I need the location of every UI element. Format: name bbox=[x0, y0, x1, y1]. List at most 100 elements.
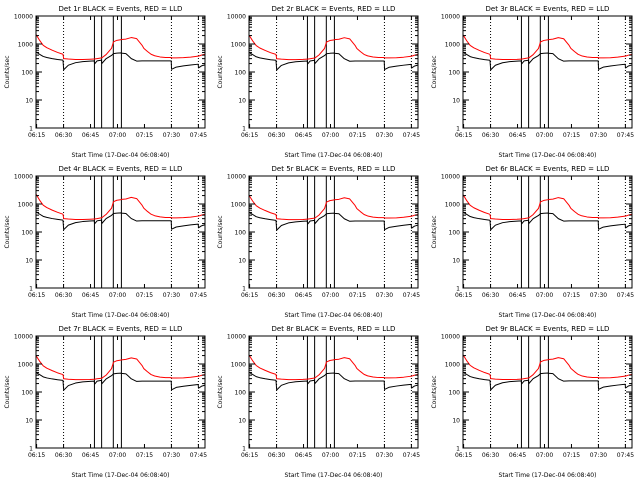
ytick-label: 10000 bbox=[441, 14, 460, 21]
xtick-label: 07:00 bbox=[536, 452, 553, 459]
series-line-events bbox=[462, 51, 632, 71]
ytick-label: 10 bbox=[25, 418, 33, 425]
ytick-label: 10000 bbox=[14, 14, 33, 21]
series-line-events bbox=[35, 51, 206, 71]
xtick-label: 07:15 bbox=[136, 452, 153, 459]
ytick-label: 1 bbox=[29, 446, 33, 453]
series-line-lld bbox=[462, 354, 632, 381]
series-line-events bbox=[249, 51, 419, 71]
xtick-label: 06:30 bbox=[482, 132, 499, 139]
xtick-label: 07:00 bbox=[109, 292, 126, 299]
ytick-label: 10 bbox=[25, 98, 33, 105]
y-axis-label: Counts/sec bbox=[431, 215, 438, 248]
y-axis-label: Counts/sec bbox=[431, 55, 438, 88]
xtick-label: 06:45 bbox=[82, 292, 99, 299]
ytick-label: 1000 bbox=[444, 362, 459, 369]
panel-title: Det 2r BLACK = Events, RED = LLD bbox=[272, 5, 396, 13]
xtick-label: 07:00 bbox=[109, 452, 126, 459]
ytick-label: 10 bbox=[25, 258, 33, 265]
ytick-label: 10000 bbox=[441, 174, 460, 181]
panel-title: Det 7r BLACK = Events, RED = LLD bbox=[59, 325, 183, 333]
xtick-label: 06:15 bbox=[455, 292, 472, 299]
xtick-label: 07:15 bbox=[562, 292, 579, 299]
ytick-label: 1000 bbox=[18, 42, 33, 49]
xtick-label: 07:00 bbox=[536, 132, 553, 139]
ytick-label: 10000 bbox=[14, 334, 33, 341]
x-axis-label: Start Time (17-Dec-04 06:08:40) bbox=[285, 312, 383, 319]
y-axis-label: Counts/sec bbox=[4, 215, 11, 248]
x-axis-label: Start Time (17-Dec-04 06:08:40) bbox=[72, 312, 170, 319]
panel-title: Det 9r BLACK = Events, RED = LLD bbox=[485, 325, 609, 333]
xtick-label: 07:00 bbox=[322, 132, 339, 139]
chart-panel-det8: 1 10 100 1000 10000 06:15 06:30 06:45 07:00 07:15… bbox=[213, 320, 427, 480]
chart-panel-det4: 1 10 100 1000 10000 06:15 06:30 06:45 07:00 07:15… bbox=[0, 160, 213, 320]
xtick-label: 06:30 bbox=[482, 292, 499, 299]
series-line-lld bbox=[35, 355, 206, 381]
series-line-events bbox=[35, 372, 206, 391]
xtick-label: 06:15 bbox=[241, 452, 258, 459]
y-axis-label: Counts/sec bbox=[431, 375, 438, 408]
panel-title: Det 5r BLACK = Events, RED = LLD bbox=[272, 165, 396, 173]
xtick-label: 07:45 bbox=[403, 292, 420, 299]
x-axis-label: Start Time (17-Dec-04 06:08:40) bbox=[285, 152, 383, 159]
x-axis-label: Start Time (17-Dec-04 06:08:40) bbox=[72, 152, 170, 159]
ytick-label: 100 bbox=[22, 70, 34, 77]
plot-frame bbox=[35, 335, 206, 449]
ytick-label: 100 bbox=[235, 70, 247, 77]
xtick-label: 07:15 bbox=[136, 292, 153, 299]
chart-panel-det2: 1 10 100 1000 10000 06:15 06:30 06:45 07:00 07:15… bbox=[213, 0, 427, 160]
x-axis-label: Start Time (17-Dec-04 06:08:40) bbox=[498, 472, 596, 479]
ytick-label: 10000 bbox=[227, 14, 246, 21]
ytick-label: 100 bbox=[235, 390, 247, 397]
xtick-label: 07:00 bbox=[109, 132, 126, 139]
ytick-label: 10000 bbox=[227, 334, 246, 341]
ytick-label: 1000 bbox=[444, 42, 459, 49]
xtick-label: 06:30 bbox=[55, 132, 72, 139]
xtick-label: 07:15 bbox=[349, 132, 366, 139]
xtick-label: 07:00 bbox=[536, 292, 553, 299]
xtick-label: 06:30 bbox=[268, 452, 285, 459]
xtick-label: 07:30 bbox=[589, 292, 606, 299]
ytick-label: 100 bbox=[448, 70, 460, 77]
ytick-label: 10000 bbox=[227, 174, 246, 181]
panel-title: Det 4r BLACK = Events, RED = LLD bbox=[59, 165, 183, 173]
plot-frame bbox=[248, 15, 419, 129]
ytick-label: 10 bbox=[452, 418, 460, 425]
y-axis-label: Counts/sec bbox=[217, 55, 224, 88]
xtick-label: 06:15 bbox=[241, 132, 258, 139]
ytick-label: 10000 bbox=[441, 334, 460, 341]
xtick-label: 06:45 bbox=[82, 452, 99, 459]
xtick-label: 07:15 bbox=[349, 292, 366, 299]
series-line-lld bbox=[462, 194, 632, 220]
xtick-label: 07:45 bbox=[616, 132, 633, 139]
series-line-events bbox=[249, 371, 419, 391]
xtick-label: 06:45 bbox=[295, 292, 312, 299]
plot-frame bbox=[248, 335, 419, 449]
series-line-events bbox=[35, 211, 206, 231]
xtick-label: 07:30 bbox=[163, 132, 180, 139]
ytick-label: 1 bbox=[456, 286, 460, 293]
xtick-label: 07:15 bbox=[136, 132, 153, 139]
series-line-lld bbox=[248, 354, 419, 381]
ytick-label: 1 bbox=[243, 286, 247, 293]
xtick-label: 07:45 bbox=[190, 132, 207, 139]
xtick-label: 06:15 bbox=[241, 292, 258, 299]
plot-frame bbox=[248, 175, 419, 289]
series-line-events bbox=[249, 211, 419, 231]
xtick-label: 07:00 bbox=[322, 452, 339, 459]
xtick-label: 07:45 bbox=[190, 292, 207, 299]
xtick-label: 07:45 bbox=[616, 292, 633, 299]
y-axis-label: Counts/sec bbox=[217, 375, 224, 408]
ytick-label: 1 bbox=[456, 126, 460, 133]
xtick-label: 06:45 bbox=[509, 132, 526, 139]
plot-frame bbox=[462, 335, 633, 449]
xtick-label: 06:45 bbox=[82, 132, 99, 139]
xtick-label: 07:15 bbox=[562, 452, 579, 459]
xtick-label: 06:45 bbox=[509, 292, 526, 299]
xtick-label: 07:30 bbox=[376, 292, 393, 299]
plot-frame bbox=[35, 175, 206, 289]
xtick-label: 06:45 bbox=[295, 452, 312, 459]
y-axis-label: Counts/sec bbox=[4, 55, 11, 88]
xtick-label: 06:30 bbox=[268, 132, 285, 139]
